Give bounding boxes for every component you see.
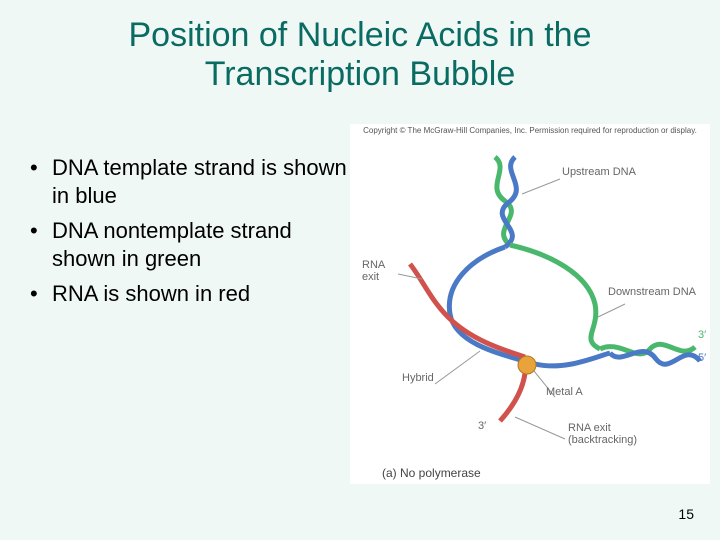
label-metal-a: Metal A	[546, 386, 583, 398]
rna-strand	[410, 264, 525, 357]
label-rna-backtrack: RNA exit (backtracking)	[568, 422, 637, 446]
template-strand-downstream	[610, 351, 700, 364]
leader-line	[522, 179, 560, 194]
label-three-prime-lower: 3′	[478, 420, 486, 432]
metal-a-icon	[518, 356, 536, 374]
label-rna-exit: RNA exit	[362, 259, 385, 283]
slide-title: Position of Nucleic Acids in the Transcr…	[0, 0, 720, 94]
bullet-list: DNA template strand is shown in blue DNA…	[30, 124, 350, 484]
slide: Position of Nucleic Acids in the Transcr…	[0, 0, 720, 540]
figure-caption: (a) No polymerase	[382, 466, 481, 480]
label-hybrid: Hybrid	[402, 372, 434, 384]
diagram-svg	[350, 139, 710, 479]
slide-body: DNA template strand is shown in blue DNA…	[0, 94, 720, 484]
label-upstream: Upstream DNA	[562, 166, 636, 178]
nontemplate-strand-bubble	[510, 245, 600, 349]
leader-line	[435, 351, 480, 384]
label-downstream: Downstream DNA	[608, 286, 696, 298]
bullet-item: DNA nontemplate strand shown in green	[30, 217, 350, 272]
template-strand-bubble	[449, 247, 610, 366]
label-three-prime: 3′	[698, 329, 706, 341]
leader-line	[598, 304, 625, 317]
page-number: 15	[678, 506, 694, 522]
transcription-figure: Copyright © The McGraw-Hill Companies, I…	[350, 124, 710, 484]
bullet-item: RNA is shown in red	[30, 280, 350, 308]
label-five-prime: 5′	[698, 352, 706, 364]
leader-line	[515, 417, 565, 439]
bullet-item: DNA template strand is shown in blue	[30, 154, 350, 209]
copyright-text: Copyright © The McGraw-Hill Companies, I…	[350, 124, 710, 139]
